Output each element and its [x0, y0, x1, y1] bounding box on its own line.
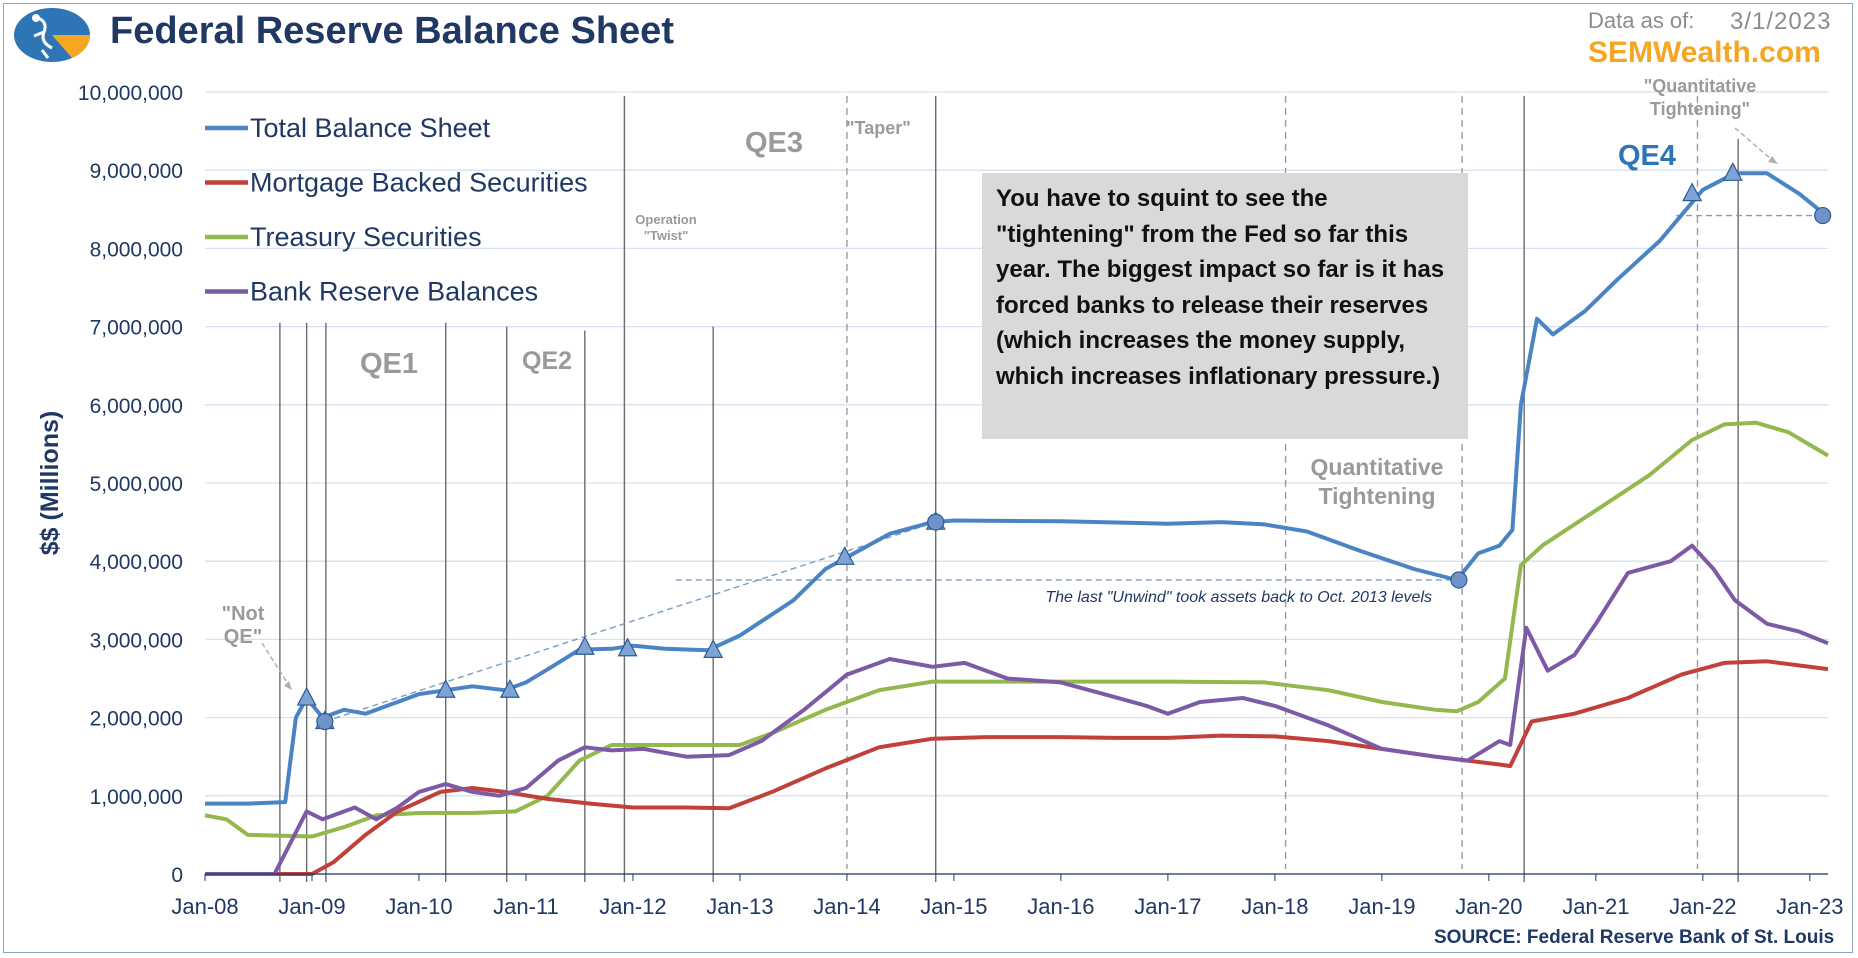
y-tick-label: 9,000,000 [90, 160, 183, 183]
triangle-marker [574, 635, 595, 655]
y-tick-label: 2,000,000 [90, 708, 183, 731]
taper-label: "Taper" [846, 118, 911, 138]
y-tick-label: 4,000,000 [90, 551, 183, 574]
not-qe-arrowhead [284, 681, 292, 690]
source-note: SOURCE: Federal Reserve Bank of St. Loui… [1434, 927, 1835, 948]
y-axis-label: $$ (Millions) [36, 411, 64, 555]
axes: 0 1,000,000 2,000,000 3,000,000 4,000,000 5,0… [36, 82, 1843, 919]
y-tick-label: 0 [171, 864, 183, 887]
brand-name: SEMWealth.com [1588, 36, 1821, 69]
qe1-label: QE1 [360, 348, 418, 380]
qe4-label: QE4 [1618, 140, 1676, 172]
as-of-label: Data as of: [1588, 8, 1695, 33]
legend-label: Treasury Securities [250, 222, 482, 252]
qe2-label: QE2 [522, 347, 572, 375]
as-of-date: 3/1/2023 [1730, 8, 1832, 35]
x-tick-label: Jan-21 [1562, 894, 1629, 919]
triangle-marker [1682, 182, 1703, 202]
triangle-marker [435, 678, 456, 698]
series-markers [296, 162, 1832, 731]
y-tick-label: 6,000,000 [90, 395, 183, 418]
qt-2022-label: "Quantitative [1644, 76, 1757, 96]
chart-frame [3, 3, 1853, 953]
series-lines [204, 171, 1830, 876]
page-title: Federal Reserve Balance Sheet [110, 10, 674, 52]
x-tick-label: Jan-14 [813, 894, 880, 919]
series-line-reserves [205, 543, 1829, 876]
series-line-treasury [204, 420, 1830, 839]
guide-lines [324, 214, 1823, 723]
x-tick-label: Jan-15 [920, 894, 987, 919]
legend-label: Mortgage Backed Securities [250, 168, 588, 198]
y-tick-label: 10,000,000 [78, 82, 183, 105]
not-qe-label: "Not [222, 603, 265, 625]
qt-2022-arrow [1734, 127, 1773, 161]
callout-box: You have to squint to see the "tightenin… [982, 173, 1468, 439]
triangle-marker [1722, 162, 1743, 181]
triangle-marker [296, 686, 317, 706]
y-tick-label: 7,000,000 [90, 317, 183, 340]
y-tick-label: 8,000,000 [90, 238, 183, 261]
x-tick-label: Jan-23 [1776, 894, 1843, 919]
qt-2022-arrowhead [1768, 156, 1778, 164]
qe-trend-line [324, 521, 936, 723]
x-tick-label: Jan-18 [1241, 894, 1308, 919]
triangle-marker [617, 637, 638, 657]
x-tick-label: Jan-09 [278, 894, 345, 919]
not-qe-label: QE" [224, 626, 262, 648]
series-line-total [205, 171, 1830, 806]
circle-marker [1450, 571, 1468, 589]
x-tick-label: Jan-16 [1027, 894, 1094, 919]
y-tick-label: 3,000,000 [90, 629, 183, 652]
legend-label: Bank Reserve Balances [250, 277, 538, 307]
qt-2022-label: Tightening" [1650, 99, 1750, 119]
x-tick-label: Jan-08 [171, 894, 238, 919]
x-tick-label: Jan-22 [1669, 894, 1736, 919]
triangle-marker [499, 678, 520, 698]
twist-label: "Twist" [644, 228, 689, 243]
not-qe-arrow [261, 642, 293, 691]
y-tick-label: 1,000,000 [90, 786, 183, 809]
qe3-label: QE3 [745, 127, 803, 159]
x-tick-label: Jan-20 [1455, 894, 1522, 919]
twist-label: Operation [635, 212, 696, 227]
circle-marker [316, 712, 334, 731]
y-tick-label: 5,000,000 [90, 473, 183, 496]
x-tick-label: Jan-11 [493, 894, 559, 919]
unwind-label: The last "Unwind" took assets back to Oc… [1045, 589, 1432, 606]
x-tick-label: Jan-19 [1348, 894, 1415, 919]
qt-2018-label: Tightening [1318, 483, 1435, 509]
qt-2018-label: Quantitative [1311, 454, 1444, 480]
legend-label: Total Balance Sheet [250, 113, 491, 143]
sem-logo-icon [14, 8, 91, 62]
x-tick-label: Jan-17 [1134, 894, 1201, 919]
legend: Total Balance Sheet Mortgage Backed Secur… [205, 113, 588, 307]
x-tick-label: Jan-12 [599, 894, 666, 919]
triangle-marker [703, 639, 724, 658]
circle-marker [927, 513, 945, 531]
x-tick-label: Jan-13 [706, 894, 773, 919]
triangle-marker [834, 546, 855, 565]
circle-marker [1814, 206, 1832, 225]
x-tick-label: Jan-10 [385, 894, 452, 919]
